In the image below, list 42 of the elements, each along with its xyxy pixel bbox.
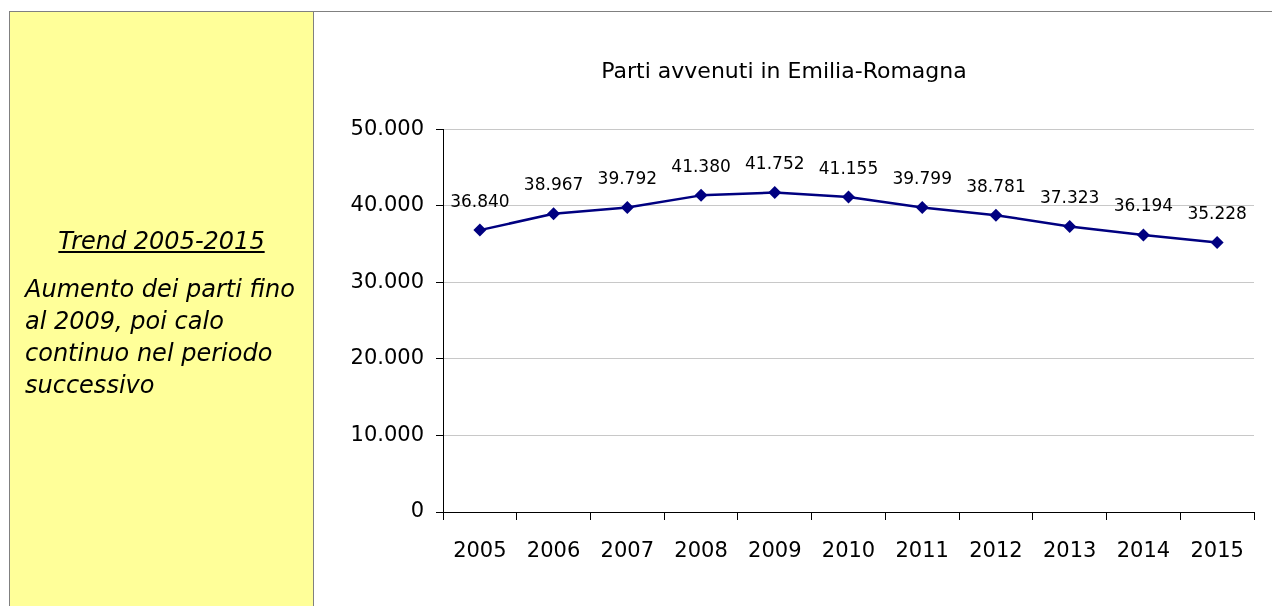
point: [1136, 228, 1150, 242]
x-tick-label: 2009: [748, 538, 802, 563]
point: [1210, 235, 1224, 249]
y-tick-label: 20.000: [350, 345, 424, 370]
point: [915, 200, 929, 214]
data-label: 38.967: [523, 174, 584, 195]
x-tick-label: 2008: [674, 538, 728, 563]
data-label: 39.792: [597, 167, 658, 188]
x-tick-label: 2005: [453, 538, 507, 563]
text: Trend 2005-2015: [58, 227, 265, 255]
point: [694, 188, 708, 202]
point: [473, 223, 487, 237]
chart-title: Parti avvenuti in Emilia-Romagna: [601, 57, 967, 83]
text: Aumento dei parti fino al 2009, poi calo continuo nel periodo successivo: [25, 274, 296, 401]
point: [989, 208, 1003, 222]
x-tick-label: 2006: [526, 538, 581, 563]
data-label: 41.380: [671, 155, 731, 176]
data-label: 41.155: [818, 157, 879, 178]
x-tick-label: 2015: [1190, 538, 1244, 563]
x-tick-label: 2010: [821, 538, 876, 563]
x-tick-label: 2014: [1116, 538, 1171, 563]
point: [547, 207, 561, 221]
point: [620, 201, 634, 215]
x-tick-label: 2013: [1042, 538, 1097, 563]
y-tick-label: 50.000: [350, 115, 424, 140]
x-tick-label: 2007: [600, 538, 655, 563]
x-tick-label: 2012: [969, 538, 1023, 563]
point: [842, 190, 855, 204]
y-tick-label: 10.000: [350, 421, 424, 446]
data-label: 36.194: [1113, 195, 1174, 216]
y-tick-label: 0: [410, 498, 424, 523]
y-tick-label: 40.000: [350, 192, 424, 217]
point: [768, 186, 782, 200]
data-label: 35.228: [1187, 202, 1247, 223]
data-label: 39.799: [892, 167, 952, 188]
point: [1063, 219, 1077, 233]
data-label: 37.323: [1039, 186, 1100, 207]
data-label: 38.781: [966, 175, 1026, 196]
data-label: 36.840: [450, 190, 510, 211]
y-tick-label: 30.000: [350, 268, 424, 293]
x-tick-label: 2011: [895, 538, 949, 563]
data-label: 41.752: [745, 152, 805, 173]
